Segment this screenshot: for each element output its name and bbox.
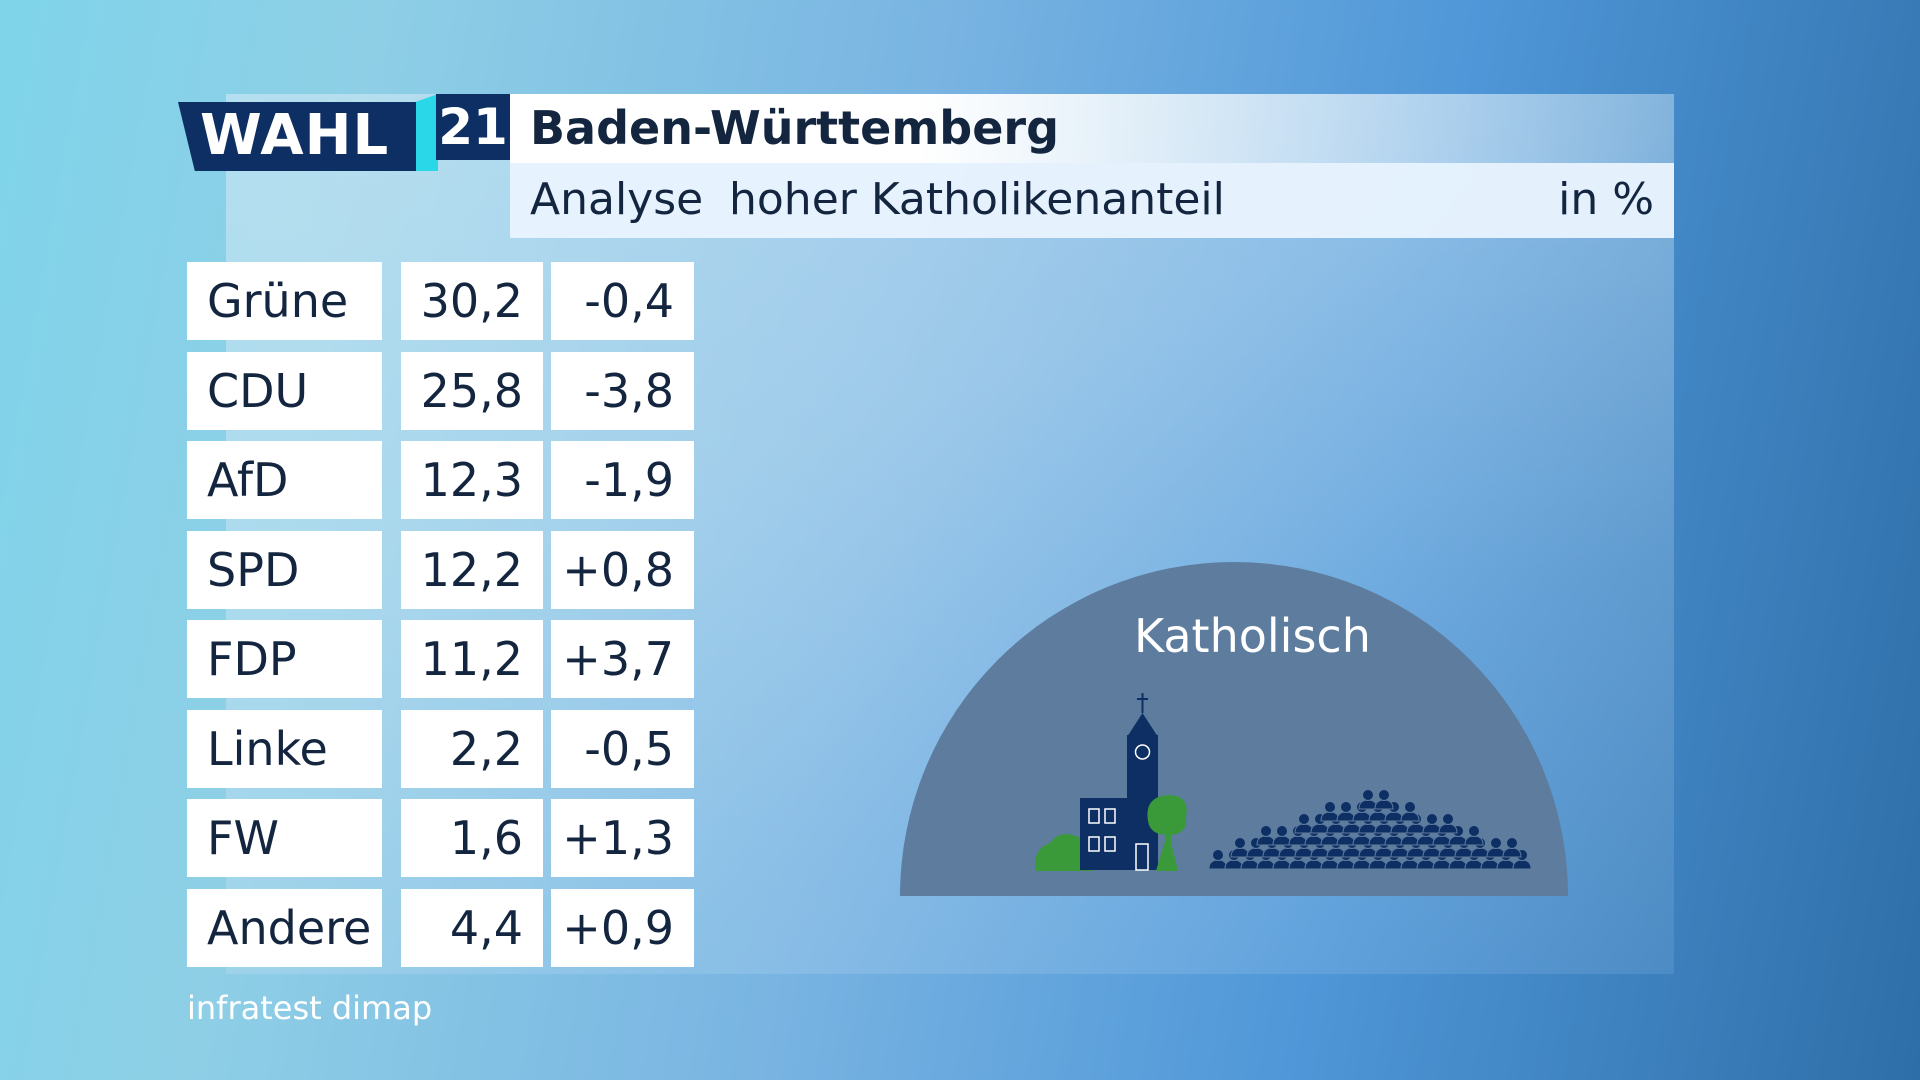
- value-cell: 25,8: [401, 351, 543, 430]
- party-cell: FDP: [187, 620, 382, 698]
- logo-accent: [416, 94, 438, 171]
- person-icon: [1502, 837, 1522, 858]
- person-icon: [1230, 837, 1250, 858]
- title-bar: Baden-Württemberg: [510, 94, 1674, 163]
- value-cell: 11,2: [401, 620, 543, 698]
- person-icon: [1448, 825, 1468, 846]
- person-icon: [1336, 801, 1356, 822]
- person-icon: [1358, 789, 1378, 810]
- person-icon: [1256, 825, 1276, 846]
- party-cell: SPD: [187, 530, 382, 609]
- dome-illustration: [900, 562, 1568, 896]
- person-icon: [1422, 813, 1442, 834]
- wahl-logo: WAHL: [178, 102, 418, 171]
- party-cell: Andere: [187, 888, 382, 967]
- person-icon: [1374, 789, 1394, 810]
- source-credit: infratest dimap: [187, 989, 433, 1027]
- change-cell: +0,8: [551, 530, 694, 609]
- party-cell: CDU: [187, 351, 382, 430]
- person-icon: [1486, 837, 1506, 858]
- logo-word: WAHL: [200, 103, 390, 168]
- person-icon: [1294, 813, 1314, 834]
- crowd-icon: [1208, 789, 1532, 870]
- change-cell: +3,7: [551, 620, 694, 698]
- value-cell: 30,2: [401, 262, 543, 340]
- tree-icon: [1147, 795, 1187, 871]
- value-cell: 12,3: [401, 441, 543, 519]
- party-cell: Linke: [187, 709, 382, 788]
- person-icon: [1320, 801, 1340, 822]
- church-icon: [1080, 693, 1158, 871]
- page-title: Baden-Württemberg: [530, 101, 1060, 155]
- party-cell: Grüne: [187, 262, 382, 340]
- change-cell: +1,3: [551, 799, 694, 877]
- value-cell: 12,2: [401, 530, 543, 609]
- person-icon: [1400, 801, 1420, 822]
- value-cell: 1,6: [401, 799, 543, 877]
- change-cell: -0,4: [551, 262, 694, 340]
- dome-shape: [900, 562, 1568, 896]
- unit-label: in %: [1558, 174, 1654, 225]
- logo-year: 21: [436, 94, 510, 160]
- value-cell: 4,4: [401, 888, 543, 967]
- party-cell: FW: [187, 799, 382, 877]
- person-icon: [1438, 813, 1458, 834]
- party-cell: AfD: [187, 441, 382, 519]
- person-icon: [1464, 825, 1484, 846]
- subtitle-bar: Analyse hoher Katholikenanteil in %: [510, 163, 1674, 238]
- dome-label: Katholisch: [1134, 609, 1371, 663]
- change-cell: +0,9: [551, 888, 694, 967]
- subtitle-topic: hoher Katholikenanteil: [729, 174, 1225, 225]
- change-cell: -0,5: [551, 709, 694, 788]
- change-cell: -3,8: [551, 351, 694, 430]
- value-cell: 2,2: [401, 709, 543, 788]
- change-cell: -1,9: [551, 441, 694, 519]
- subtitle-analysis: Analyse: [530, 174, 704, 225]
